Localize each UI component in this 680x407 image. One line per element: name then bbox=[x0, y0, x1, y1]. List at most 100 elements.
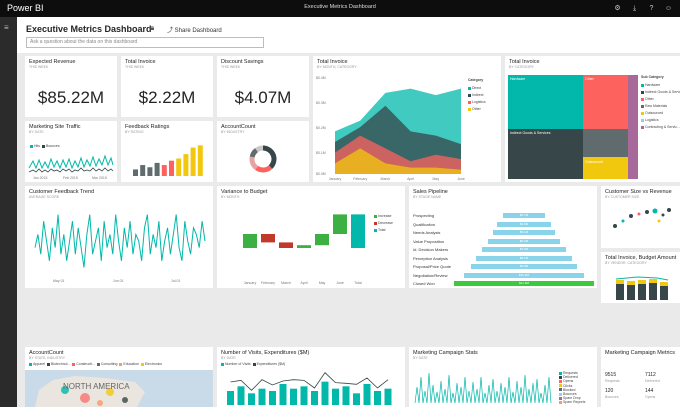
bar bbox=[227, 391, 234, 405]
x-tick: April bbox=[407, 177, 414, 181]
bar bbox=[248, 393, 255, 405]
tile-total-invoice-treemap[interactable]: Total Invoice BY CATEGORY Hardware Other… bbox=[505, 56, 680, 182]
bar bbox=[374, 391, 381, 405]
tile-discount-savings[interactable]: Discount Savings THIS WEEK $4.07M bbox=[217, 56, 309, 117]
donut-slice bbox=[262, 145, 277, 169]
legend-logistics: Logistics bbox=[468, 100, 486, 104]
donut-slice bbox=[255, 145, 264, 153]
treemap-other[interactable]: Other bbox=[583, 75, 628, 129]
funnel-bar[interactable]: $4.6M bbox=[497, 221, 551, 227]
tile-subtitle: THIS WEEK bbox=[29, 65, 49, 69]
tile-title: Customer Size vs Revenue bbox=[605, 189, 672, 195]
tile-title: AccountCount bbox=[29, 350, 64, 356]
tile-account-count-map[interactable]: AccountCount BY STATE, INDUSTRY Apparel … bbox=[25, 347, 213, 407]
treemap-small[interactable] bbox=[628, 75, 638, 179]
dashboard-header: Executive Metrics Dashboard 🔒︎ ⤴ Share D… bbox=[17, 17, 680, 53]
treemap-indirect-goods[interactable]: Indirect Goods & Services bbox=[508, 129, 583, 179]
tile-customer-size-vs-revenue[interactable]: Customer Size vs Revenue BY CUSTOMER SIZ… bbox=[601, 186, 680, 248]
tile-marketing-campaign-metrics[interactable]: Marketing Campaign Metrics 9515 Requests… bbox=[601, 347, 680, 407]
funnel-bar[interactable]: $5.1M bbox=[493, 230, 555, 235]
x-tick: February bbox=[261, 281, 275, 285]
legend-label: Electronics bbox=[144, 362, 163, 366]
smiley-icon[interactable]: ☺ bbox=[664, 5, 673, 12]
x-tick: May 01 bbox=[53, 279, 65, 283]
tile-sales-pipeline[interactable]: Sales Pipeline BY STAGE NAME Prospecting… bbox=[409, 186, 597, 288]
tile-invoice-budget[interactable]: Total Invoice, Budget Amount BY VENDOR, … bbox=[601, 252, 680, 303]
map-landmass bbox=[35, 376, 145, 407]
invoice-budget-chart bbox=[615, 276, 669, 300]
tile-marketing-campaign-stats[interactable]: Marketing Campaign Stats BY DATE Request… bbox=[409, 347, 597, 407]
tile-total-invoice-area[interactable]: Total Invoice BY MONTH, CATEGORY $0.4M $… bbox=[313, 56, 501, 182]
funnel-stage-label: Proposal/Price Quote bbox=[413, 264, 452, 269]
tile-variance-to-budget[interactable]: Variance to Budget BY MONTH January Febru… bbox=[217, 186, 405, 288]
share-dashboard-button[interactable]: ⤴ Share Dashboard bbox=[167, 25, 222, 34]
legend-title: Category bbox=[468, 78, 484, 82]
waterfall-bar bbox=[315, 234, 329, 246]
tile-account-count-donut[interactable]: AccountCount BY INDUSTRY bbox=[217, 121, 309, 182]
funnel-bar[interactable]: $11.3M bbox=[454, 281, 594, 286]
bar bbox=[363, 384, 371, 405]
download-icon[interactable]: ⤓ bbox=[632, 5, 637, 12]
bar bbox=[353, 393, 360, 405]
legend-label: Consulting bbox=[100, 362, 118, 366]
area-series bbox=[335, 148, 461, 174]
funnel-bar[interactable]: $7.2M bbox=[482, 247, 566, 252]
funnel-bar[interactable]: $2.7M bbox=[503, 213, 545, 218]
waterfall-bar bbox=[333, 214, 347, 234]
share-icon: ⤴ bbox=[167, 28, 175, 34]
legend-bounces: Bounces bbox=[45, 144, 60, 148]
tile-subtitle: BY VENDOR, CATEGORY bbox=[605, 261, 647, 265]
lock-icon: 🔒︎ bbox=[150, 23, 155, 32]
treemap-label: Indirect Goods & Services bbox=[510, 131, 551, 135]
bar bbox=[290, 388, 297, 405]
legend-label: Constructi... bbox=[76, 362, 95, 366]
funnel-bar[interactable]: $9.0M bbox=[470, 264, 578, 269]
treemap-hardware[interactable]: Hardware bbox=[508, 75, 583, 129]
legend-item: Other bbox=[641, 97, 654, 101]
funnel-bar[interactable]: $10.2M bbox=[463, 272, 585, 278]
bar bbox=[269, 391, 276, 405]
legend-indirect: Indirect bbox=[468, 93, 483, 97]
legend-item: Outsourced bbox=[641, 111, 663, 115]
legend-item: Raw Materials bbox=[641, 104, 667, 108]
tile-marketing-site-traffic[interactable]: Marketing Site Traffic BY DATE Hits Boun… bbox=[25, 121, 117, 182]
kpi-value: $85.22M bbox=[37, 88, 105, 107]
waterfall-bar bbox=[297, 245, 311, 248]
bar bbox=[161, 165, 167, 176]
y-tick: $0.2M bbox=[316, 126, 326, 130]
funnel-bar[interactable]: $6.2M bbox=[487, 238, 561, 244]
bar bbox=[237, 386, 245, 405]
metric-label: Bounces bbox=[605, 395, 619, 399]
tile-visits-expenditures[interactable]: Number of Visits, Expenditures ($M) BY D… bbox=[217, 347, 405, 407]
help-icon[interactable]: ? bbox=[649, 5, 654, 12]
tile-title: Variance to Budget bbox=[221, 189, 268, 195]
legend-label: Number of Visits bbox=[225, 362, 251, 366]
tile-feedback-ratings[interactable]: Feedback Ratings BY RATING bbox=[121, 121, 213, 182]
donut-slice bbox=[255, 165, 273, 173]
gear-icon[interactable]: ⚙ bbox=[614, 5, 621, 12]
funnel-bar[interactable]: $8.1M bbox=[476, 255, 572, 261]
bar bbox=[332, 388, 339, 405]
tile-expected-revenue[interactable]: Expected Revenue THIS WEEK $85.22M bbox=[25, 56, 117, 117]
tile-subtitle: BY CUSTOMER SIZE bbox=[605, 195, 640, 199]
funnel-stage-label: Id. Decision Makers bbox=[413, 247, 449, 252]
treemap-outsourced[interactable]: Outsourced bbox=[583, 157, 628, 179]
tile-total-invoice-card[interactable]: Total Invoice THIS WEEK $2.22M bbox=[121, 56, 213, 117]
tile-subtitle: BY DATE bbox=[221, 356, 236, 360]
feedback-ratings-chart bbox=[133, 145, 203, 176]
hamburger-icon[interactable]: ≡ bbox=[4, 23, 9, 32]
bar bbox=[147, 167, 153, 176]
x-tick: April bbox=[300, 281, 307, 285]
treemap-block[interactable] bbox=[583, 129, 628, 157]
qa-input[interactable]: Ask a question about the data on this da… bbox=[26, 37, 264, 48]
x-tick: Feb 2015 bbox=[63, 176, 78, 180]
invoice-area-chart: January February March April May June bbox=[329, 88, 465, 181]
tile-title: AccountCount bbox=[221, 124, 256, 130]
app-name[interactable]: Power BI bbox=[7, 3, 44, 13]
tile-title: Expected Revenue bbox=[29, 59, 76, 65]
window-title: Executive Metrics Dashboard bbox=[304, 4, 376, 10]
metric-value: 144 bbox=[645, 388, 654, 394]
map-canvas[interactable]: NORTH AMERICA bbox=[25, 370, 213, 407]
tile-customer-feedback-trend[interactable]: Customer Feedback Trend AVERAGE SCORE Ma… bbox=[25, 186, 213, 288]
tile-subtitle: BY RATING bbox=[125, 130, 144, 134]
